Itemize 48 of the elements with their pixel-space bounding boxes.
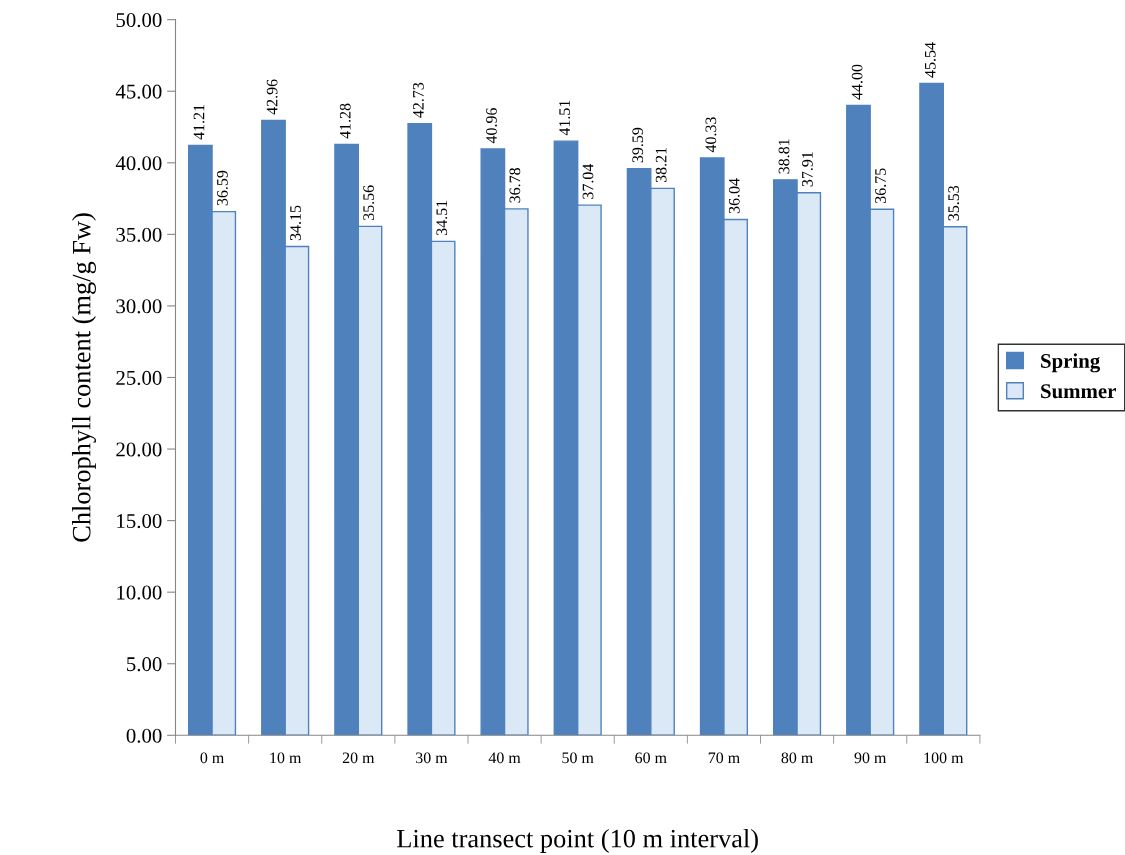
data-label: 41.21 bbox=[193, 104, 205, 140]
data-label: 36.75 bbox=[875, 168, 886, 203]
data-label: 36.04 bbox=[728, 178, 740, 214]
data-label: 42.73 bbox=[413, 82, 424, 118]
data-label: 36.59 bbox=[217, 170, 228, 206]
x-axis-title: Line transect point (10 m interval) bbox=[397, 828, 758, 853]
data-label: 41.51 bbox=[559, 100, 571, 136]
x-tick-label: 90 m bbox=[854, 752, 887, 764]
data-label: 40.96 bbox=[486, 108, 497, 144]
x-tick-label: 30 m bbox=[416, 752, 448, 764]
x-tick-label: 80 m bbox=[781, 752, 814, 764]
data-label: 38.81 bbox=[778, 139, 790, 174]
y-tick-label: 30.00 bbox=[116, 299, 162, 314]
x-tick-label: 40 m bbox=[488, 752, 521, 764]
x-tick-label: 100 m bbox=[924, 752, 964, 764]
x-tick-label: 20 m bbox=[342, 752, 375, 764]
data-label: 44.00 bbox=[851, 64, 863, 100]
y-tick-label: 0.00 bbox=[126, 728, 162, 743]
data-label: 45.54 bbox=[924, 42, 936, 78]
x-tick-label: 70 m bbox=[708, 752, 740, 764]
y-tick-label: 45.00 bbox=[115, 84, 162, 99]
data-label: 35.53 bbox=[948, 185, 960, 221]
legend-label: Spring bbox=[1041, 353, 1101, 373]
y-tick-label: 40.00 bbox=[115, 156, 162, 171]
x-tick-label: 10 m bbox=[270, 752, 302, 764]
x-tick-label: 0 m bbox=[200, 752, 225, 764]
y-tick-label: 25.00 bbox=[116, 370, 162, 386]
data-label: 36.78 bbox=[509, 167, 521, 203]
data-label: 37.91 bbox=[802, 152, 813, 187]
data-label: 37.04 bbox=[582, 163, 594, 199]
y-tick-label: 10.00 bbox=[117, 585, 162, 600]
y-tick-label: 5.00 bbox=[127, 657, 162, 672]
y-tick-label: 20.00 bbox=[116, 442, 162, 457]
data-label: 40.33 bbox=[705, 117, 717, 153]
y-axis-title: Chlorophyll content (mg/g Fw) bbox=[71, 213, 96, 542]
legend-label: Summer bbox=[1041, 384, 1116, 399]
x-tick-label: 50 m bbox=[562, 752, 594, 764]
y-tick-label: 50.00 bbox=[116, 13, 162, 28]
data-label: 34.15 bbox=[290, 205, 301, 241]
data-label: 38.21 bbox=[655, 147, 667, 183]
data-label: 42.96 bbox=[266, 79, 278, 115]
data-label: 41.28 bbox=[339, 103, 351, 139]
data-label: 34.51 bbox=[436, 200, 448, 236]
data-label: 39.59 bbox=[632, 127, 644, 163]
y-tick-label: 35.00 bbox=[116, 227, 162, 242]
x-tick-label: 60 m bbox=[635, 752, 667, 764]
y-tick-label: 15.00 bbox=[117, 513, 162, 529]
data-label: 35.56 bbox=[363, 185, 375, 221]
